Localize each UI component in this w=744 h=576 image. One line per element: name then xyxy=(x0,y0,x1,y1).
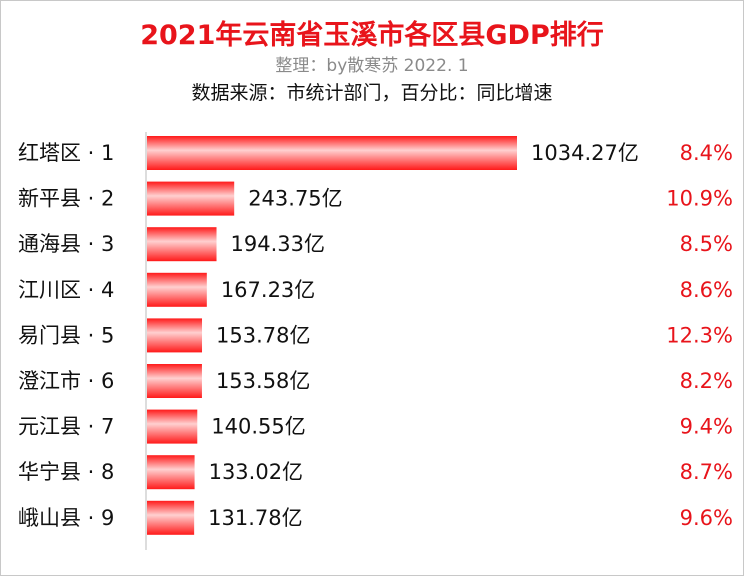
growth-rate-label: 10.9% xyxy=(666,187,733,211)
category-label: 易门县 · 5 xyxy=(18,323,114,347)
gdp-value-label: 131.78亿 xyxy=(208,506,302,530)
gdp-value-label: 167.23亿 xyxy=(221,278,315,302)
growth-rate-label: 12.3% xyxy=(666,323,733,347)
growth-rate-label: 8.5% xyxy=(680,232,733,256)
data-source-note: 数据来源：市统计部门，百分比：同比增速 xyxy=(191,82,553,104)
growth-rate-label: 9.6% xyxy=(680,506,733,530)
growth-rate-label: 8.2% xyxy=(680,369,733,393)
growth-rate-label: 9.4% xyxy=(680,415,733,439)
gdp-value-label: 153.58亿 xyxy=(216,369,310,393)
gdp-bar xyxy=(147,364,202,398)
category-label: 红塔区 · 1 xyxy=(18,141,114,165)
chart-title: 2021年云南省玉溪市各区县GDP排行 xyxy=(140,20,604,51)
category-label: 澄江市 · 6 xyxy=(18,369,114,393)
gdp-bar xyxy=(147,227,217,262)
gdp-value-label: 194.33亿 xyxy=(231,232,325,256)
chart-subtitle: 整理：by散寒苏 2022. 1 xyxy=(275,56,469,76)
gdp-value-label: 1034.27亿 xyxy=(531,141,639,165)
gdp-bar xyxy=(147,136,517,170)
category-label: 元江县 · 7 xyxy=(18,415,114,439)
gdp-value-label: 140.55亿 xyxy=(211,415,305,439)
gdp-bar xyxy=(147,181,235,216)
gdp-value-label: 243.75亿 xyxy=(248,187,342,211)
gdp-bar xyxy=(147,272,207,307)
gdp-bar xyxy=(147,455,195,490)
gdp-value-label: 153.78亿 xyxy=(216,323,310,347)
gdp-bar xyxy=(147,500,195,535)
gdp-value-label: 133.02亿 xyxy=(209,460,303,484)
category-label: 江川区 · 4 xyxy=(18,278,114,302)
gdp-bar xyxy=(147,409,198,444)
growth-rate-label: 8.6% xyxy=(680,278,733,302)
category-label: 峨山县 · 9 xyxy=(18,506,114,530)
growth-rate-label: 8.4% xyxy=(680,141,733,165)
category-label: 通海县 · 3 xyxy=(18,232,114,256)
growth-rate-label: 8.7% xyxy=(680,460,733,484)
gdp-bar xyxy=(147,318,203,353)
category-label: 新平县 · 2 xyxy=(18,187,114,211)
category-label: 华宁县 · 8 xyxy=(18,460,114,484)
